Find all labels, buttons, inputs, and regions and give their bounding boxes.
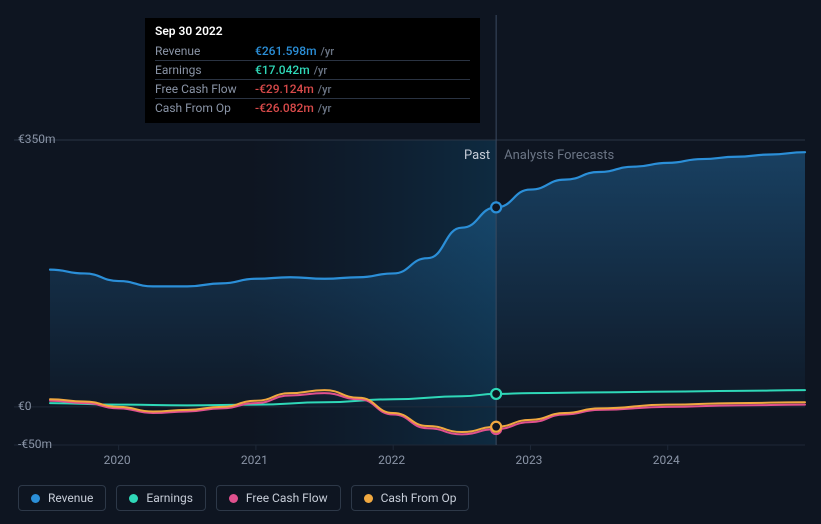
legend-item-earnings[interactable]: Earnings — [116, 485, 206, 511]
tooltip-row-value: €17.042m/yr — [255, 61, 470, 80]
tooltip-row: Free Cash Flow-€29.124m/yr — [155, 80, 470, 99]
marker-revenue — [491, 202, 501, 212]
tooltip-date: Sep 30 2022 — [155, 24, 470, 38]
legend-item-cfo[interactable]: Cash From Op — [351, 485, 470, 511]
tooltip-row-value: -€26.082m/yr — [255, 99, 470, 118]
x-axis-label: 2024 — [653, 453, 680, 467]
tooltip-row-label: Cash From Op — [155, 99, 255, 118]
tooltip-unit: /yr — [314, 83, 332, 96]
legend-dot-icon — [364, 494, 373, 503]
tooltip-value-text: €261.598m — [255, 44, 317, 58]
tooltip-unit: /yr — [310, 64, 328, 77]
legend-item-label: Free Cash Flow — [246, 491, 328, 505]
tooltip-row-label: Earnings — [155, 61, 255, 80]
tooltip-row: Cash From Op-€26.082m/yr — [155, 99, 470, 118]
tooltip-value-text: -€26.082m — [255, 101, 314, 115]
x-axis-label: 2022 — [378, 453, 405, 467]
chart-tooltip: Sep 30 2022 Revenue€261.598m/yrEarnings€… — [145, 18, 480, 123]
legend-dot-icon — [129, 494, 138, 503]
tooltip-row: Earnings€17.042m/yr — [155, 61, 470, 80]
financial-chart: { "chart": { "type": "line-area", "width… — [0, 0, 821, 524]
x-axis-label: 2020 — [104, 453, 131, 467]
legend-item-label: Cash From Op — [381, 491, 457, 505]
tooltip-row-label: Free Cash Flow — [155, 80, 255, 99]
y-axis-label: -€50m — [18, 437, 52, 451]
marker-cfo — [491, 422, 501, 432]
legend-item-revenue[interactable]: Revenue — [18, 485, 106, 511]
marker-earnings — [491, 389, 501, 399]
legend-item-fcf[interactable]: Free Cash Flow — [216, 485, 341, 511]
tooltip-unit: /yr — [314, 102, 332, 115]
tooltip-table: Revenue€261.598m/yrEarnings€17.042m/yrFr… — [155, 42, 470, 117]
legend-dot-icon — [229, 494, 238, 503]
tooltip-value-text: -€29.124m — [255, 82, 314, 96]
legend-item-label: Revenue — [48, 491, 93, 505]
x-axis-label: 2023 — [515, 453, 542, 467]
chart-legend: Revenue Earnings Free Cash Flow Cash From O… — [18, 485, 469, 511]
zone-label-past: Past — [464, 148, 490, 163]
tooltip-row: Revenue€261.598m/yr — [155, 42, 470, 61]
tooltip-unit: /yr — [317, 45, 335, 58]
tooltip-row-value: €261.598m/yr — [255, 42, 470, 61]
tooltip-value-text: €17.042m — [255, 63, 310, 77]
legend-item-label: Earnings — [146, 491, 193, 505]
tooltip-row-value: -€29.124m/yr — [255, 80, 470, 99]
legend-dot-icon — [31, 494, 40, 503]
zone-label-forecast: Analysts Forecasts — [504, 148, 614, 163]
x-axis-label: 2021 — [241, 453, 268, 467]
y-axis-label: €350m — [18, 132, 56, 146]
tooltip-row-label: Revenue — [155, 42, 255, 61]
y-axis-label: €0 — [18, 399, 32, 413]
